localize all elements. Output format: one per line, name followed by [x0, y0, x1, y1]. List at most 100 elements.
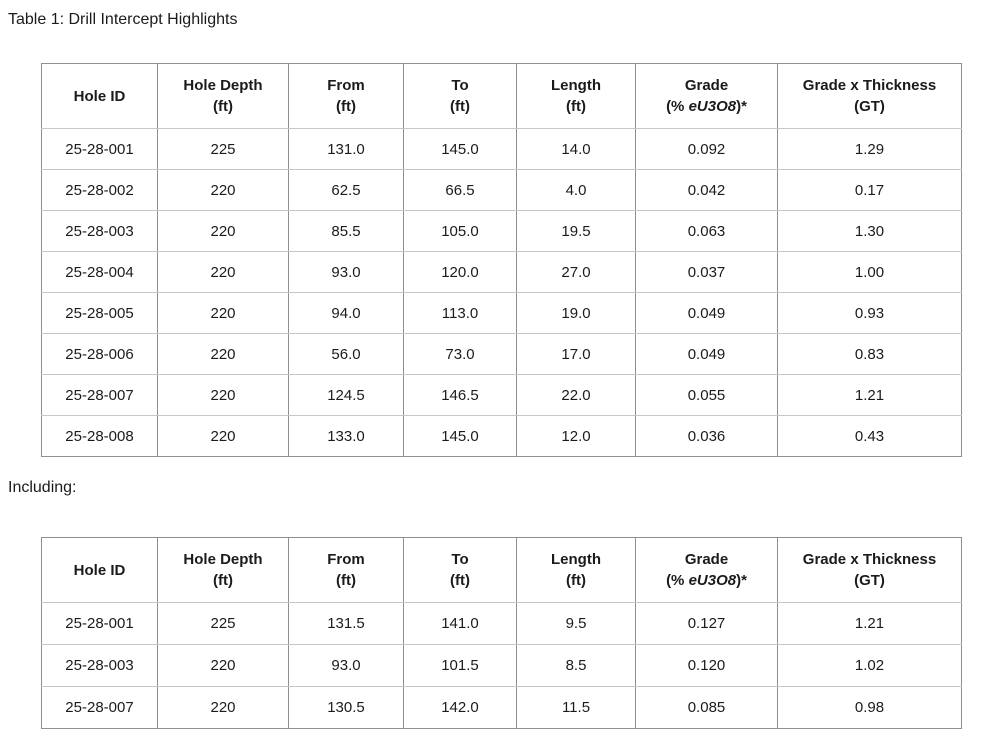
- cell-length: 17.0: [516, 333, 636, 375]
- grade-unit-italic: eU3O8: [688, 572, 737, 589]
- col-header-length: Length (ft): [516, 537, 636, 603]
- cell-grade: 0.036: [635, 415, 778, 457]
- cell-gt: 0.43: [777, 415, 962, 457]
- cell-hole-id: 25-28-003: [41, 644, 158, 687]
- cell-to: 73.0: [403, 333, 517, 375]
- cell-from: 130.5: [288, 686, 404, 729]
- cell-grade: 0.049: [635, 292, 778, 334]
- cell-gt: 0.93: [777, 292, 962, 334]
- header-row: Hole ID Hole Depth (ft) From (ft) To (ft) L…: [41, 63, 962, 129]
- cell-hole-depth: 220: [157, 374, 289, 416]
- table-row: 25-28-007 220 124.5 146.5 22.0 0.055 1.2…: [41, 374, 962, 416]
- cell-from: 62.5: [288, 169, 404, 211]
- cell-hole-depth: 220: [157, 292, 289, 334]
- cell-hole-depth: 220: [157, 644, 289, 687]
- cell-length: 8.5: [516, 644, 636, 687]
- table-row: 25-28-007 220 130.5 142.0 11.5 0.085 0.9…: [41, 686, 962, 729]
- col-header-to: To (ft): [403, 537, 517, 603]
- header-row: Hole ID Hole Depth (ft) From (ft) To (ft) L…: [41, 537, 962, 603]
- cell-grade: 0.042: [635, 169, 778, 211]
- table-row: 25-28-002 220 62.5 66.5 4.0 0.042 0.17: [41, 169, 962, 211]
- cell-gt: 1.21: [777, 374, 962, 416]
- cell-grade: 0.120: [635, 644, 778, 687]
- cell-grade: 0.049: [635, 333, 778, 375]
- cell-to: 145.0: [403, 128, 517, 170]
- cell-grade: 0.092: [635, 128, 778, 170]
- cell-from: 131.5: [288, 602, 404, 645]
- cell-hole-id: 25-28-008: [41, 415, 158, 457]
- cell-to: 146.5: [403, 374, 517, 416]
- cell-from: 56.0: [288, 333, 404, 375]
- cell-hole-depth: 220: [157, 251, 289, 293]
- col-header-to: To (ft): [403, 63, 517, 129]
- col-header-hole-depth: Hole Depth (ft): [157, 537, 289, 603]
- cell-length: 27.0: [516, 251, 636, 293]
- table-row: 25-28-003 220 93.0 101.5 8.5 0.120 1.02: [41, 644, 962, 687]
- cell-from: 94.0: [288, 292, 404, 334]
- col-header-hole-id: Hole ID: [41, 537, 158, 603]
- including-intercepts-table: Hole ID Hole Depth (ft) From (ft) To (ft) L…: [41, 537, 962, 729]
- cell-gt: 0.83: [777, 333, 962, 375]
- col-header-grade: Grade (% eU3O8)*: [635, 63, 778, 129]
- table-row: 25-28-008 220 133.0 145.0 12.0 0.036 0.4…: [41, 415, 962, 457]
- table1-caption: Table 1: Drill Intercept Highlights: [8, 11, 238, 28]
- cell-grade: 0.063: [635, 210, 778, 252]
- cell-grade: 0.055: [635, 374, 778, 416]
- table-row: 25-28-006 220 56.0 73.0 17.0 0.049 0.83: [41, 333, 962, 375]
- cell-to: 120.0: [403, 251, 517, 293]
- cell-hole-id: 25-28-007: [41, 374, 158, 416]
- table-row: 25-28-001 225 131.0 145.0 14.0 0.092 1.2…: [41, 128, 962, 170]
- cell-length: 11.5: [516, 686, 636, 729]
- table-row: 25-28-003 220 85.5 105.0 19.5 0.063 1.30: [41, 210, 962, 252]
- col-header-hole-depth: Hole Depth (ft): [157, 63, 289, 129]
- cell-hole-depth: 220: [157, 210, 289, 252]
- cell-length: 22.0: [516, 374, 636, 416]
- cell-to: 101.5: [403, 644, 517, 687]
- table-row: 25-28-005 220 94.0 113.0 19.0 0.049 0.93: [41, 292, 962, 334]
- cell-grade: 0.037: [635, 251, 778, 293]
- cell-hole-id: 25-28-006: [41, 333, 158, 375]
- cell-from: 133.0: [288, 415, 404, 457]
- cell-from: 131.0: [288, 128, 404, 170]
- drill-intercepts-table: Hole ID Hole Depth (ft) From (ft) To (ft) L…: [41, 63, 962, 457]
- cell-gt: 1.30: [777, 210, 962, 252]
- cell-gt: 1.29: [777, 128, 962, 170]
- cell-gt: 1.21: [777, 602, 962, 645]
- cell-from: 93.0: [288, 251, 404, 293]
- cell-gt: 0.17: [777, 169, 962, 211]
- cell-length: 19.0: [516, 292, 636, 334]
- including-label: Including:: [8, 479, 77, 496]
- cell-grade: 0.085: [635, 686, 778, 729]
- cell-gt: 1.00: [777, 251, 962, 293]
- cell-hole-depth: 220: [157, 686, 289, 729]
- col-header-length: Length (ft): [516, 63, 636, 129]
- cell-hole-id: 25-28-001: [41, 602, 158, 645]
- cell-hole-depth: 225: [157, 602, 289, 645]
- cell-to: 141.0: [403, 602, 517, 645]
- table-row: 25-28-001 225 131.5 141.0 9.5 0.127 1.21: [41, 602, 962, 645]
- cell-length: 4.0: [516, 169, 636, 211]
- cell-gt: 1.02: [777, 644, 962, 687]
- col-header-hole-id: Hole ID: [41, 63, 158, 129]
- col-header-grade-thickness: Grade x Thickness (GT): [777, 63, 962, 129]
- cell-hole-depth: 220: [157, 169, 289, 211]
- cell-length: 12.0: [516, 415, 636, 457]
- cell-hole-id: 25-28-002: [41, 169, 158, 211]
- cell-from: 124.5: [288, 374, 404, 416]
- cell-to: 66.5: [403, 169, 517, 211]
- cell-hole-depth: 220: [157, 415, 289, 457]
- col-header-grade-thickness: Grade x Thickness (GT): [777, 537, 962, 603]
- cell-to: 145.0: [403, 415, 517, 457]
- cell-length: 19.5: [516, 210, 636, 252]
- cell-hole-id: 25-28-001: [41, 128, 158, 170]
- table-row: 25-28-004 220 93.0 120.0 27.0 0.037 1.00: [41, 251, 962, 293]
- grade-unit-italic: eU3O8: [688, 98, 737, 115]
- col-header-from: From (ft): [288, 63, 404, 129]
- cell-hole-depth: 225: [157, 128, 289, 170]
- col-header-grade: Grade (% eU3O8)*: [635, 537, 778, 603]
- cell-from: 93.0: [288, 644, 404, 687]
- cell-hole-id: 25-28-007: [41, 686, 158, 729]
- cell-hole-depth: 220: [157, 333, 289, 375]
- cell-hole-id: 25-28-004: [41, 251, 158, 293]
